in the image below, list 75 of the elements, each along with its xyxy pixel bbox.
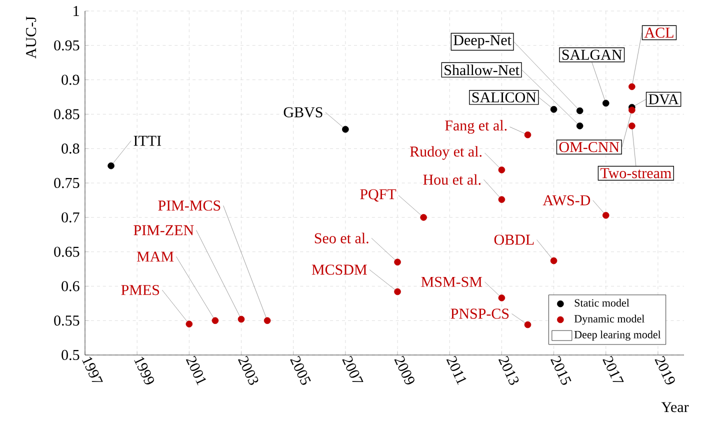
annotation: Fang et al.	[445, 120, 507, 134]
legend-label: Dynamic model	[574, 314, 644, 325]
annotation: Two-stream	[600, 168, 672, 178]
point	[212, 317, 219, 324]
point	[238, 316, 245, 323]
annotation: MCSDM	[312, 264, 367, 275]
point	[550, 257, 558, 264]
point	[108, 162, 114, 170]
x-tick-label: 1999	[134, 356, 154, 384]
point	[342, 126, 349, 133]
annotation: PQFT	[360, 189, 396, 202]
x-tick-label: 2003	[238, 356, 258, 385]
annotation: SALICON	[472, 92, 536, 102]
point	[524, 321, 532, 328]
point	[550, 106, 558, 113]
annotation: AWS-D	[542, 195, 590, 206]
point	[576, 122, 584, 130]
y-tick-label: 1	[74, 6, 79, 16]
x-tick-label: 2001	[186, 356, 206, 386]
point	[524, 131, 532, 138]
annotation: Deep-Net	[454, 35, 512, 48]
annotation: PNSP-CS	[450, 308, 509, 319]
annotation: PIM-ZEN	[134, 225, 194, 236]
x-tick-label: 1997	[82, 356, 103, 382]
annotation: Seo et al.	[314, 232, 368, 244]
annotation: OBDL	[494, 234, 534, 245]
point	[498, 294, 506, 302]
point	[498, 196, 506, 203]
annotation: PIM-MCS	[158, 200, 220, 211]
annotation: GBVS	[284, 107, 322, 118]
x-tick-label: 2005	[290, 356, 311, 385]
annotation: Rudoy et al.	[410, 146, 482, 160]
y-tick-label: 0.7	[62, 212, 80, 222]
y-tick-label: 0.6	[62, 281, 80, 292]
annotation: Deep learing model	[574, 330, 661, 341]
annotation: DVA	[648, 94, 679, 104]
y-tick-label: 0.9	[62, 74, 80, 85]
point	[498, 166, 506, 174]
point	[628, 106, 636, 114]
point	[420, 214, 427, 221]
annotation: ITTI	[134, 136, 162, 146]
annotation: MAM	[136, 252, 174, 262]
x-tick-label: 2017	[602, 356, 624, 382]
annotation: Hou et al.	[423, 174, 481, 185]
y-tick-label: 0.95	[54, 40, 80, 51]
y-tick-label: 0.85	[54, 109, 80, 120]
point	[602, 212, 610, 219]
point	[628, 83, 636, 90]
y-tick-label: 0.8	[62, 144, 80, 154]
point	[628, 122, 636, 130]
point	[394, 288, 401, 296]
annotation: MSM-SM	[421, 276, 482, 287]
annotation: ACL	[644, 28, 674, 38]
point	[394, 258, 401, 266]
x-tick-label: 2019	[654, 356, 675, 384]
point	[576, 107, 584, 114]
x-tick-label: 2011	[446, 356, 466, 385]
point	[186, 320, 193, 328]
annotation: PMES	[121, 284, 160, 296]
y-axis-title: AUC-J	[26, 16, 36, 59]
point	[264, 317, 271, 324]
y-tick-label: 0.75	[54, 178, 80, 188]
x-tick-label: 2013	[498, 356, 519, 385]
legend-label: Static model	[574, 298, 630, 307]
annotation: OM-CNN	[559, 142, 620, 152]
x-tick-label: 2009	[394, 356, 414, 384]
y-tick-label: 0.5	[62, 350, 80, 360]
point	[602, 100, 610, 107]
y-tick-label: 0.55	[54, 316, 80, 326]
x-axis-title: Year	[661, 402, 689, 412]
annotation: SALGAN	[562, 50, 622, 60]
y-tick-label: 0.65	[54, 246, 80, 257]
x-tick-label: 2007	[342, 356, 364, 382]
x-tick-label: 2015	[550, 356, 572, 385]
annotation: Shallow-Net	[444, 64, 520, 76]
